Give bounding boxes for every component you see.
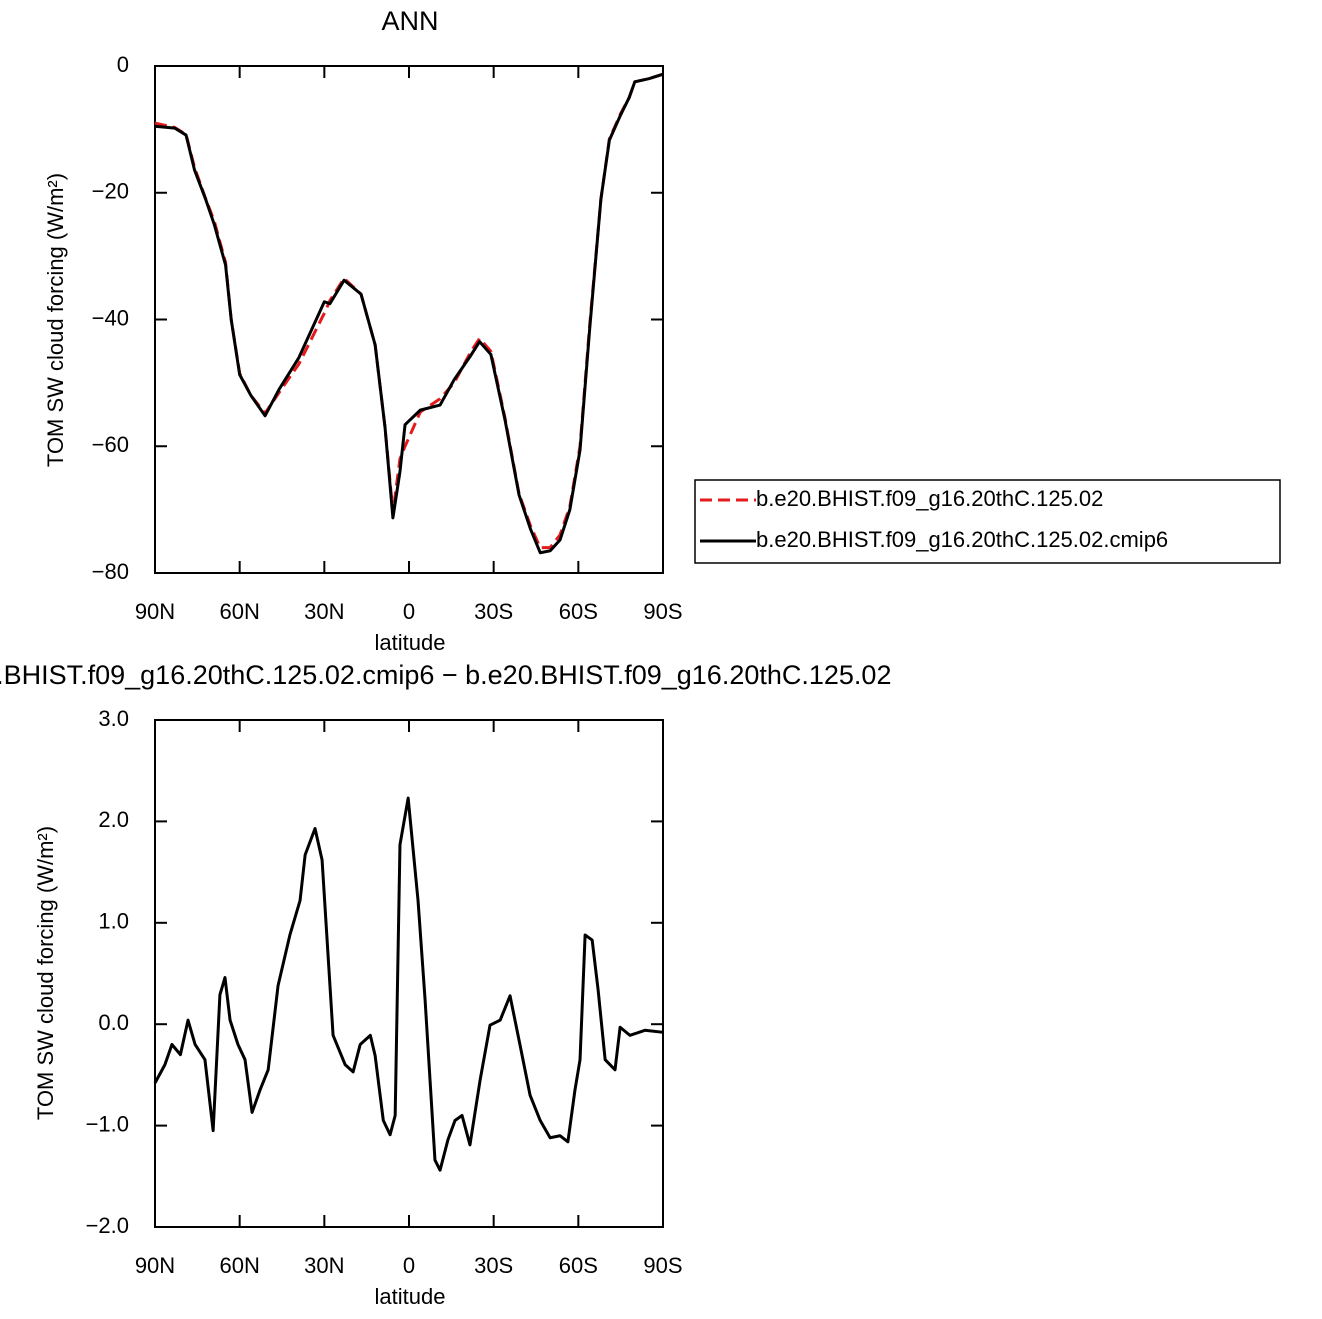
y-tick-label: −40 <box>92 305 129 330</box>
x-tick-label: 90N <box>135 1253 175 1278</box>
x-tick-label: 30N <box>304 599 344 624</box>
x-tick-label: 60S <box>559 599 598 624</box>
x-tick-label: 30S <box>474 1253 513 1278</box>
chart-title: b.e20.BHIST.f09_g16.20thC.125.02.cmip6 −… <box>0 660 891 690</box>
y-tick-label: −60 <box>92 432 129 457</box>
x-tick-label: 0 <box>403 1253 415 1278</box>
x-tick-label: 30S <box>474 599 513 624</box>
y-tick-label: −80 <box>92 559 129 584</box>
plot-frame <box>154 719 664 1228</box>
x-axis-label: latitude <box>375 1284 446 1309</box>
y-axis-label: TOM SW cloud forcing (W/m²) <box>33 826 58 1120</box>
x-tick-label: 90S <box>643 599 682 624</box>
x-tick-label: 0 <box>403 599 415 624</box>
legend-box <box>694 479 1281 564</box>
y-tick-label: 1.0 <box>98 909 129 934</box>
data-line <box>154 72 664 555</box>
x-tick-label: 30N <box>304 1253 344 1278</box>
legend-label: b.e20.BHIST.f09_g16.20thC.125.02.cmip6 <box>756 527 1168 552</box>
x-axis-label: latitude <box>375 630 446 655</box>
y-axis-label: TOM SW cloud forcing (W/m²) <box>43 173 68 467</box>
legend-label: b.e20.BHIST.f09_g16.20thC.125.02 <box>756 486 1103 511</box>
y-tick-label: 2.0 <box>98 807 129 832</box>
y-tick-label: 0 <box>117 52 129 77</box>
x-tick-label: 60N <box>219 1253 259 1278</box>
y-tick-label: −2.0 <box>86 1213 129 1238</box>
y-tick-label: −1.0 <box>86 1111 129 1136</box>
x-tick-label: 90S <box>643 1253 682 1278</box>
x-tick-label: 60S <box>559 1253 598 1278</box>
x-tick-label: 90N <box>135 599 175 624</box>
x-tick-label: 60N <box>219 599 259 624</box>
data-line <box>153 796 664 1172</box>
y-tick-label: 0.0 <box>98 1010 129 1035</box>
y-tick-label: 3.0 <box>98 706 129 731</box>
y-tick-label: −20 <box>92 179 129 204</box>
chart-title: ANN <box>381 6 438 36</box>
